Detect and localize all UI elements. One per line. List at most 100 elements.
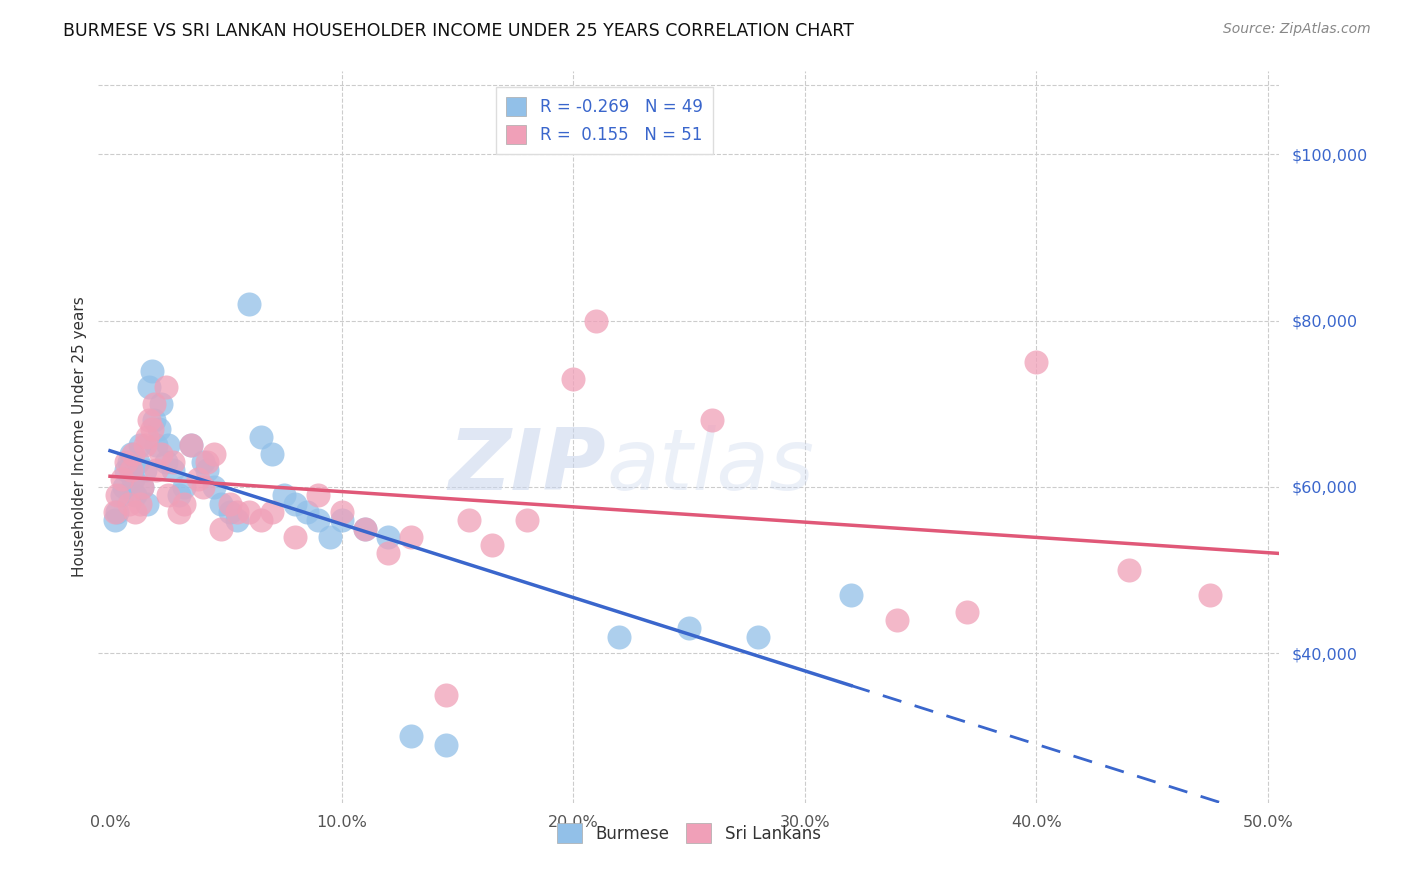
Point	[155, 380, 177, 394]
Point	[353, 521, 375, 535]
Point	[138, 380, 160, 394]
Point	[141, 422, 163, 436]
Point	[110, 472, 132, 486]
Text: ZIP: ZIP	[449, 425, 606, 508]
Point	[481, 538, 503, 552]
Point	[1118, 563, 1140, 577]
Point	[307, 488, 329, 502]
Point	[129, 497, 152, 511]
Point	[226, 513, 249, 527]
Point	[156, 488, 179, 502]
Point	[678, 621, 700, 635]
Point	[399, 729, 422, 743]
Point	[377, 546, 399, 560]
Point	[262, 447, 284, 461]
Point	[162, 455, 184, 469]
Legend: Burmese, Sri Lankans: Burmese, Sri Lankans	[551, 817, 827, 849]
Point	[136, 430, 159, 444]
Point	[124, 488, 146, 502]
Point	[609, 630, 631, 644]
Point	[131, 480, 153, 494]
Point	[319, 530, 342, 544]
Point	[700, 413, 723, 427]
Point	[112, 480, 135, 494]
Point	[162, 463, 184, 477]
Point	[117, 497, 139, 511]
Point	[122, 472, 145, 486]
Point	[747, 630, 769, 644]
Point	[195, 455, 218, 469]
Point	[307, 513, 329, 527]
Point	[143, 397, 166, 411]
Point	[330, 505, 353, 519]
Point	[127, 455, 149, 469]
Point	[1199, 588, 1222, 602]
Point	[138, 413, 160, 427]
Point	[226, 505, 249, 519]
Point	[180, 438, 202, 452]
Point	[120, 447, 142, 461]
Point	[353, 521, 375, 535]
Point	[180, 438, 202, 452]
Point	[249, 513, 271, 527]
Point	[124, 505, 146, 519]
Point	[129, 438, 152, 452]
Point	[295, 505, 318, 519]
Point	[134, 463, 156, 477]
Point	[1025, 355, 1047, 369]
Point	[156, 438, 179, 452]
Point	[120, 463, 142, 477]
Point	[173, 497, 195, 511]
Point	[145, 463, 167, 477]
Point	[399, 530, 422, 544]
Point	[173, 480, 195, 494]
Point	[434, 688, 457, 702]
Point	[209, 497, 232, 511]
Point	[377, 530, 399, 544]
Point	[249, 430, 271, 444]
Point	[330, 513, 353, 527]
Point	[155, 455, 177, 469]
Point	[262, 505, 284, 519]
Point	[238, 297, 260, 311]
Point	[219, 497, 242, 511]
Point	[458, 513, 481, 527]
Point	[115, 463, 138, 477]
Point	[141, 363, 163, 377]
Point	[202, 480, 225, 494]
Text: Source: ZipAtlas.com: Source: ZipAtlas.com	[1223, 22, 1371, 37]
Point	[187, 472, 209, 486]
Point	[169, 488, 191, 502]
Point	[169, 505, 191, 519]
Point	[104, 505, 127, 519]
Point	[104, 513, 127, 527]
Point	[105, 488, 128, 502]
Point	[202, 447, 225, 461]
Point	[122, 447, 145, 461]
Point	[136, 497, 159, 511]
Point	[143, 413, 166, 427]
Point	[131, 480, 153, 494]
Point	[110, 488, 132, 502]
Point	[149, 447, 172, 461]
Point	[562, 372, 585, 386]
Text: atlas: atlas	[606, 425, 814, 508]
Point	[209, 521, 232, 535]
Point	[115, 455, 138, 469]
Point	[886, 613, 908, 627]
Point	[191, 480, 214, 494]
Point	[516, 513, 538, 527]
Point	[149, 397, 172, 411]
Point	[839, 588, 862, 602]
Point	[134, 438, 156, 452]
Point	[284, 530, 307, 544]
Y-axis label: Householder Income Under 25 years: Householder Income Under 25 years	[72, 297, 87, 577]
Point	[148, 422, 170, 436]
Point	[219, 505, 242, 519]
Point	[434, 738, 457, 752]
Point	[105, 505, 128, 519]
Point	[191, 455, 214, 469]
Point	[238, 505, 260, 519]
Point	[585, 314, 607, 328]
Point	[956, 605, 979, 619]
